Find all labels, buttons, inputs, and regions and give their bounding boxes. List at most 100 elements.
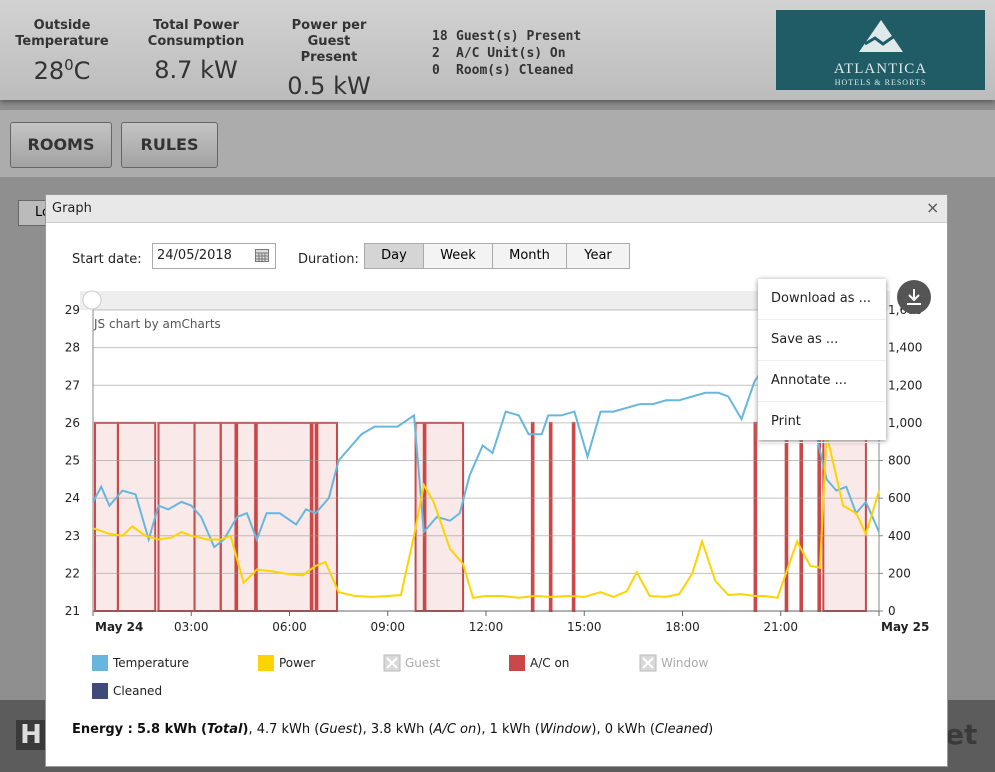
energy-name: Total: [201, 722, 248, 737]
y-tick-label: 21: [65, 604, 80, 618]
duration-button[interactable]: Year: [566, 243, 630, 269]
series-line: [92, 433, 880, 599]
ac-interval: [93, 421, 119, 612]
date-input[interactable]: 24/05/2018: [152, 243, 276, 269]
ac-interval: [219, 421, 237, 612]
y2-tick-label: 1,000: [888, 416, 922, 430]
scrollbar-handle: [82, 290, 102, 310]
stat-value: 280C: [12, 56, 112, 85]
y2-tick-label: 1,400: [888, 341, 922, 355]
start-label: Start date:: [72, 252, 142, 267]
count: 2: [432, 46, 440, 61]
ac-interval: [799, 421, 804, 612]
energy-summary: Energy : 5.8 kWh Total4.7 kWh Guest3.8 k…: [72, 722, 713, 737]
y2-tick-label: 400: [888, 529, 911, 543]
count-text: Guest(s) Present: [456, 29, 582, 44]
x-tick-label: 15:00: [567, 620, 602, 634]
logo-name: ATLANTICA: [833, 61, 928, 77]
x-tick-label: May 25: [881, 620, 929, 634]
y-tick-label: 22: [65, 566, 80, 580]
stat-value: 8.7 kW: [154, 56, 238, 84]
count: 0: [432, 63, 440, 78]
x-tick-label: 12:00: [469, 620, 504, 634]
ac-interval: [311, 421, 317, 612]
y-tick-label: 23: [65, 529, 80, 543]
x-tick-label: 09:00: [370, 620, 405, 634]
nav-bar: ROOMS RULES: [0, 110, 995, 177]
stat: Outside Temperature 280C: [12, 18, 112, 85]
ac-interval: [193, 421, 222, 612]
y-tick-label: 29: [65, 303, 80, 317]
legend-label: Cleaned: [113, 684, 162, 698]
count-text: Room(s) Cleaned: [456, 63, 574, 78]
energy-name: Guest: [314, 722, 362, 737]
close-button[interactable]: ×: [926, 198, 940, 217]
legend-label: Window: [661, 656, 709, 670]
count: 18: [432, 29, 448, 44]
energy-item: 1 kWh Window: [490, 722, 605, 737]
nav-button[interactable]: ROOMS: [10, 122, 112, 168]
stat-label: Total Power Consumption: [147, 18, 245, 49]
stat: Power per Guest Present 0.5 kW: [279, 18, 379, 100]
count-row: 18 Guest(s) Present: [432, 28, 581, 45]
legend-label: Guest: [405, 656, 441, 670]
menu-item[interactable]: Save as ...: [758, 320, 886, 361]
ac-interval: [424, 421, 465, 612]
scrollbar: [80, 291, 890, 310]
series-line: [92, 361, 880, 549]
ac-interval: [753, 421, 758, 612]
dialog-titlebar: Graph ×: [46, 195, 947, 223]
legend-hidden-x: [642, 657, 654, 669]
menu-item[interactable]: Download as ...: [758, 279, 886, 320]
calendar-icon[interactable]: [255, 248, 269, 262]
count-row: 2 A/C Unit(s) On: [432, 45, 581, 62]
y2-tick-label: 200: [888, 566, 911, 580]
bg-footer-left: H: [16, 720, 46, 750]
ac-interval: [548, 421, 553, 612]
energy-item: 3.8 kWh A/C on: [371, 722, 490, 737]
energy-item: 0 kWh Cleaned: [605, 722, 713, 737]
legend-swatch: [92, 683, 108, 699]
menu-item[interactable]: Annotate ...: [758, 361, 886, 402]
energy-name: Cleaned: [650, 722, 713, 737]
nav-button[interactable]: RULES: [121, 122, 218, 168]
energy-name: Window: [535, 722, 597, 737]
x-tick-label: 18:00: [665, 620, 700, 634]
legend-swatch: [258, 655, 274, 671]
stat-label: Power per Guest Present: [291, 18, 367, 65]
x-tick-label: 21:00: [763, 620, 798, 634]
stat-number: 28: [33, 57, 65, 85]
y-tick-label: 28: [65, 341, 80, 355]
energy-label: Energy :: [72, 722, 133, 737]
dialog-title: Graph: [52, 201, 92, 216]
ac-interval: [784, 421, 789, 612]
menu-item[interactable]: Print: [758, 402, 886, 443]
duration-button[interactable]: Week: [423, 243, 493, 269]
duration-button[interactable]: Day: [364, 243, 424, 269]
legend-swatch: [92, 655, 108, 671]
y2-tick-label: 0: [888, 604, 896, 618]
duration-label: Duration:: [298, 252, 359, 267]
logo-icon: [858, 20, 903, 52]
y2-tick-label: 600: [888, 491, 911, 505]
counts: 18 Guest(s) Present 2 A/C Unit(s) On 0 Room…: [432, 28, 581, 79]
download-icon: [907, 289, 921, 305]
y-tick-label: 25: [65, 454, 80, 468]
header: Outside Temperature 280C Total Power Con…: [0, 0, 995, 100]
legend-label: A/C on: [530, 656, 569, 670]
logo: ATLANTICA HOTELS & RESORTS: [776, 10, 985, 90]
ac-interval: [116, 421, 157, 612]
energy-item: 4.7 kWh Guest: [257, 722, 371, 737]
legend-hidden-x: [386, 657, 398, 669]
stat-label: Outside Temperature: [15, 18, 109, 49]
energy-name: A/C on: [428, 722, 481, 737]
ac-interval: [571, 421, 576, 612]
credit: JS chart by amCharts: [94, 317, 221, 331]
x-tick-label: 03:00: [174, 620, 209, 634]
x-tick-label: May 24: [95, 620, 143, 634]
ac-interval: [530, 421, 535, 612]
count-text: A/C Unit(s) On: [456, 46, 566, 61]
stat-unit: C: [73, 57, 91, 85]
legend-label: Power: [279, 656, 315, 670]
